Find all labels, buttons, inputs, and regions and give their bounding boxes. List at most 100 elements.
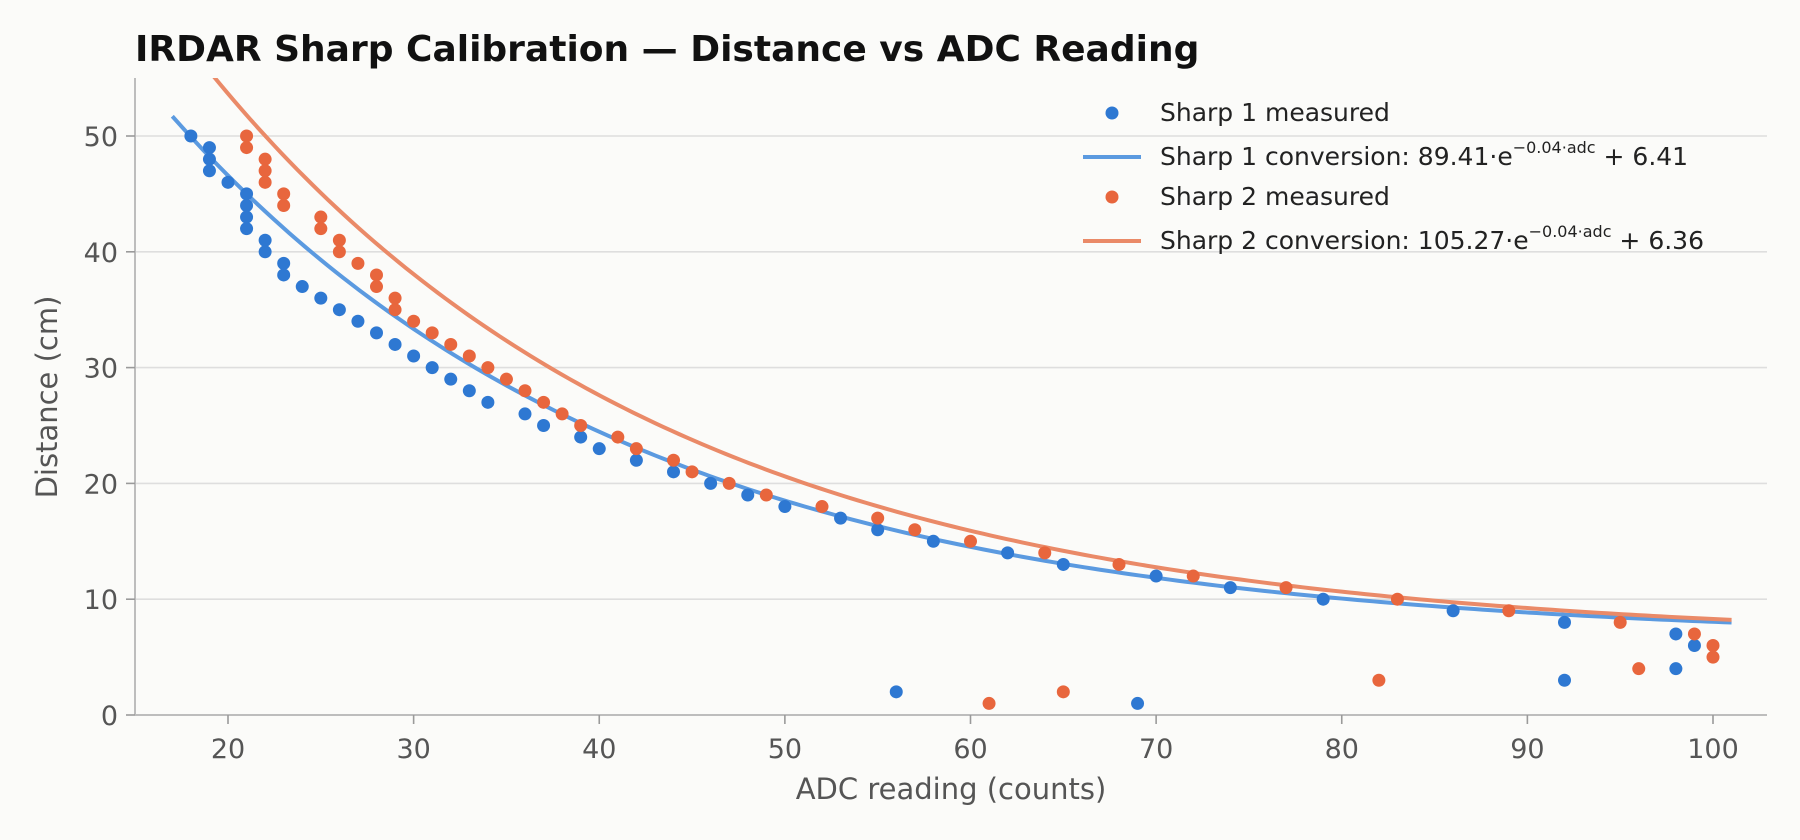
sharp-1-measured-point [1446,604,1460,618]
sharp-2-measured-point [240,141,254,155]
sharp-1-measured-point [1056,557,1070,571]
sharp-1-measured-point [221,175,235,189]
sharp-2-measured-point [815,500,829,514]
sharp-1-measured-point [1149,569,1163,583]
sharp-1-measured-point [332,303,346,317]
x-tick-label: 20 [211,734,245,765]
legend-text-main: Sharp 1 conversion: 89.41·e [1160,142,1513,171]
sharp-2-measured-point [1613,615,1627,629]
sharp-2-measured-point [462,349,476,363]
sharp-2-conversion-line [212,78,1732,622]
sharp-1-measured-point [314,291,328,305]
sharp-1-measured-point [592,442,606,456]
chart-title: IRDAR Sharp Calibration — Distance vs AD… [135,29,1199,70]
sharp-1-measured-point [1316,592,1330,606]
sharp-2-measured-point [1390,592,1404,606]
legend: Sharp 1 measured Sharp 1 conversion: 89.4… [1083,98,1704,255]
sharp-1-measured-point [1687,639,1701,653]
sharp-1-measured-point [1558,673,1571,687]
sharp-2-measured-point [982,696,996,710]
y-tick-label: 40 [84,238,118,269]
x-tick-label: 90 [1510,734,1544,765]
sharp-1-measured-point [834,511,848,525]
sharp-1-measured-point [889,685,903,699]
sharp-1-measured-point [1669,627,1683,641]
sharp-2-measured-point [277,198,291,212]
legend-entry-text: Sharp 2 measured [1160,182,1390,211]
sharp-2-measured-point [258,175,272,189]
sharp-1-measured-point [240,198,254,212]
legend-marker-dot [1105,106,1119,120]
sharp-1-measured-point [425,361,439,375]
sharp-1-measured-point [202,141,216,155]
sharp-2-measured-point [1372,673,1386,687]
legend-entry-text: Sharp 1 conversion: 89.41·e−0.04·adc + 6… [1160,138,1688,171]
sharp-1-measured-point [871,523,885,537]
sharp-2-measured-point [370,268,383,282]
sharp-2-measured-point [444,337,458,351]
sharp-2-measured-point [1112,557,1126,571]
sharp-2-measured-point [332,233,346,247]
sharp-1-measured-point [444,372,458,386]
sharp-1-measured-point [258,245,272,259]
sharp-2-measured-point [611,430,625,444]
sharp-2-measured-point [685,465,699,479]
sharp-2-measured-point [388,291,402,305]
legend-marker-dot [1105,190,1119,204]
sharp-1-measured-point [1001,546,1015,560]
y-tick-label: 50 [84,122,118,153]
sharp-2-measured-point [1279,581,1293,595]
sharp-1-measured-point [240,210,254,224]
sharp-2-measured-point [499,372,513,386]
sharp-1-measured-point [202,152,216,166]
sharp-2-measured-point [537,395,551,409]
sharp-1-measured-point [184,129,198,143]
sharp-2-measured-point [240,129,254,143]
x-tick-label: 30 [396,734,430,765]
sharp-1-conversion-line [170,114,1732,625]
sharp-1-measured-point [518,407,532,421]
y-tick-label: 30 [84,354,118,385]
sharp-1-measured-point [202,164,216,178]
sharp-1-measured-point [240,187,254,201]
legend-entry-text: Sharp 2 conversion: 105.27·e−0.04·adc + … [1160,222,1704,255]
sharp-2-measured-point [667,453,680,467]
sharp-1-measured-point [295,280,309,294]
sharp-2-measured-point [1706,650,1720,664]
sharp-1-measured-point [277,268,291,282]
legend-text-offset: + 6.41 [1596,142,1689,171]
sharp-2-measured-point [1056,685,1070,699]
sharp-2-measured-point [574,419,588,432]
sharp-1-measured-point [481,395,495,409]
x-tick-label: 40 [582,734,616,765]
sharp-1-measured-point [574,430,588,444]
measured-points [184,129,1720,710]
sharp-2-measured-point [629,442,643,456]
sharp-2-measured-point [964,534,977,548]
y-tick-label: 0 [101,701,118,732]
sharp-1-measured-point [258,233,272,247]
sharp-2-measured-point [555,407,569,421]
y-tick-label: 10 [84,585,118,616]
axis-ticks: 0 10 20 30 40 50 20 30 40 50 60 70 80 90 100 [84,122,1739,765]
x-axis-label: ADC reading (counts) [796,772,1107,806]
sharp-2-measured-point [258,164,272,178]
sharp-1-measured-point [277,256,291,270]
sharp-2-measured-point [518,384,532,398]
sharp-1-measured-point [407,349,421,363]
sharp-2-measured-point [314,210,328,224]
sharp-2-measured-point [722,476,736,490]
sharp-1-measured-point [388,337,402,351]
legend-text-exponent: −0.04·adc [1529,222,1612,241]
sharp-1-measured-point [1558,615,1571,629]
sharp-2-measured-point [759,488,773,502]
y-tick-label: 20 [84,469,118,500]
sharp-2-measured-point [258,152,272,166]
sharp-2-measured-point [425,326,439,340]
sharp-2-measured-point [332,245,346,259]
sharp-2-measured-point [1186,569,1200,583]
sharp-2-measured-point [1706,639,1720,653]
x-tick-label: 70 [1139,734,1173,765]
legend-text-main: Sharp 2 conversion: 105.27·e [1160,226,1529,255]
